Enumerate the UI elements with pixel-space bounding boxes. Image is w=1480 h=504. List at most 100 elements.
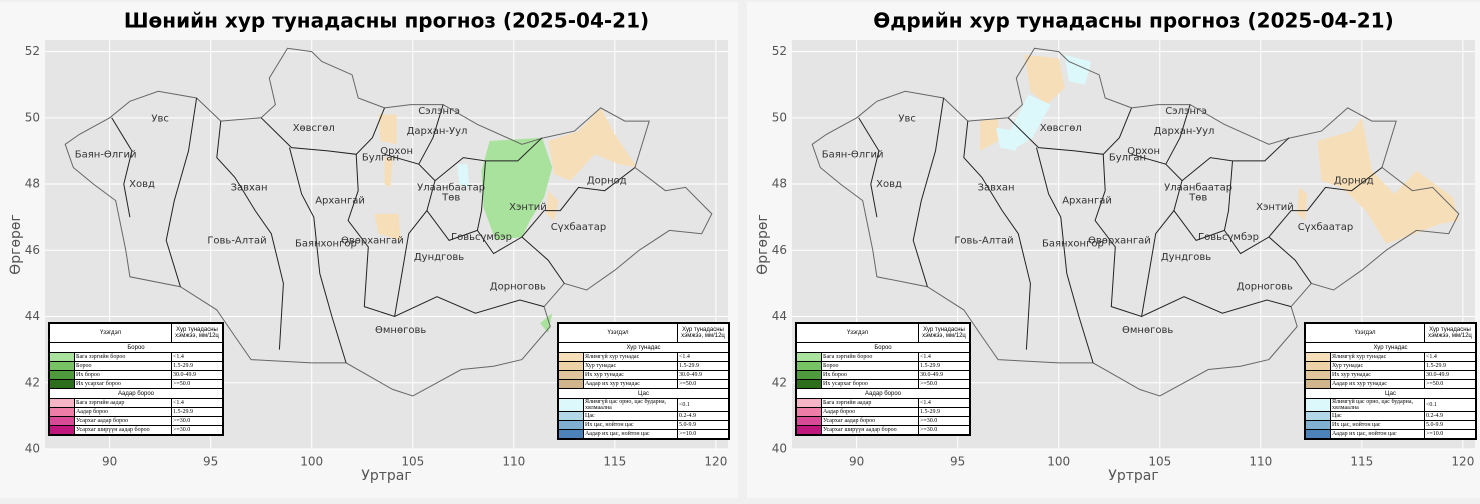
legend-cell: Бороо — [74, 361, 172, 371]
map-title: Өдрийн хур тунадасны прогноз (2025-04-21… — [873, 9, 1394, 33]
legend-swatch — [1305, 420, 1331, 430]
x-tick-label: 110 — [502, 455, 525, 469]
legend-swatch — [1305, 429, 1331, 439]
province-label: Орхон — [1127, 146, 1160, 157]
legend-cell: <1.4 — [171, 398, 223, 408]
precip-area — [996, 127, 1017, 151]
province-label: Төв — [441, 192, 460, 203]
legend-swatch — [796, 407, 822, 417]
legend-cell: Усархаг ширүүн аадар бороо — [74, 425, 172, 435]
legend-cell: Цас — [1330, 411, 1425, 421]
legend-cell: >=30.0 — [171, 425, 223, 435]
province-label: Улаанбаатар — [1164, 182, 1232, 193]
province-label: Баян-Өлгий — [75, 149, 137, 160]
province-label: Булган — [362, 153, 399, 164]
legend-swatch — [796, 425, 822, 435]
legend: Үзэгдэл Хур тунадасны хэмжээ, мм/12ц Бороо… — [48, 322, 224, 436]
x-axis-label: Уртраг — [361, 468, 411, 484]
province-border — [426, 157, 487, 241]
legend-cell: 5.0-9.9 — [1424, 420, 1476, 430]
province-label: Өвөрхангай — [1088, 235, 1151, 246]
province-border — [858, 117, 880, 218]
legend-cell: Хур тунадас — [558, 342, 729, 353]
province-label: Хөвсгөл — [293, 123, 335, 134]
legend-swatch — [49, 407, 75, 417]
legend-swatch — [49, 379, 75, 389]
province-border — [289, 147, 347, 364]
legend-cell: Цас — [1305, 388, 1476, 399]
legend-cell: 30.0-49.9 — [677, 370, 729, 380]
legend-cell: Бага зэргийн бороо — [74, 352, 172, 362]
legend-swatch — [1305, 411, 1331, 421]
precip-area — [979, 117, 999, 151]
province-label: Хөвсгөл — [1040, 123, 1082, 134]
province-border — [260, 107, 385, 155]
legend-cell: Усархаг аадар бороо — [821, 416, 919, 426]
legend-cell: Бороо — [796, 342, 970, 353]
province-label: Булган — [1109, 153, 1146, 164]
legend-swatch — [796, 416, 822, 426]
legend-cell: Бага зэргийн бороо — [821, 352, 919, 362]
legend: Үзэгдэл Хур тунадасны хэмжээ, мм/12ц Бороо… — [795, 322, 971, 436]
legend-cell: Их усархаг бороо — [74, 379, 172, 389]
legend-cell: <0.1 — [1424, 398, 1476, 412]
y-tick-label: 46 — [772, 243, 787, 257]
legend-cell: 30.0-49.9 — [918, 370, 970, 380]
map: 90 95 100 105 110 115 120 40 42 44 46 48 50 52 Увс Баян… — [755, 9, 1475, 484]
province-label: Улаанбаатар — [417, 182, 485, 193]
legend-cell: 1.5-29.9 — [1424, 361, 1476, 371]
legend-cell: <1.4 — [918, 398, 970, 408]
legend-cell: Үзэгдэл — [796, 323, 919, 343]
legend-swatch — [558, 429, 584, 439]
legend-swatch — [49, 425, 75, 435]
legend-swatch — [49, 370, 75, 380]
province-label: Өвөрхангай — [341, 235, 404, 246]
province-border — [384, 153, 436, 317]
legend-cell: >=50.0 — [677, 379, 729, 389]
precip-area — [378, 114, 397, 145]
province-border — [963, 121, 1031, 350]
province-label: Сэлэнгэ — [418, 106, 460, 117]
legend-cell: >=50.0 — [1424, 379, 1476, 389]
legend-cell: Усархаг аадар бороо — [74, 416, 172, 426]
legend-cell: Ялимгүй хур тунадас — [1330, 352, 1425, 362]
x-tick-label: 90 — [102, 455, 117, 469]
legend-cell: Ялимгүй хур тунадас — [583, 352, 678, 362]
province-border — [1094, 154, 1292, 318]
legend-swatch — [796, 352, 822, 362]
legend-cell: Аадар бороо — [796, 388, 970, 399]
legend-swatch — [1305, 352, 1331, 362]
legend-cell: <0.1 — [677, 398, 729, 412]
legend-cell: Их усархаг бороо — [821, 379, 919, 389]
legend-cell: Аадар бороо — [821, 407, 919, 417]
province-label: Говь-Алтай — [954, 235, 1013, 246]
legend-cell: <1.4 — [1424, 352, 1476, 362]
legend-cell: Аадар их цас, нойтон цас — [1330, 429, 1425, 439]
province-label: Дундговь — [1161, 252, 1211, 263]
legend-swatch — [49, 361, 75, 371]
map-panel: 90 95 100 105 110 115 120 40 42 44 46 48 50 52 Увс Баян… — [0, 2, 738, 498]
legend-cell: Их бороо — [74, 370, 172, 380]
legend-cell: Бороо — [49, 342, 223, 353]
x-tick-label: 105 — [1148, 455, 1171, 469]
precip-area — [1010, 94, 1051, 148]
legend-swatch — [558, 352, 584, 362]
province-border — [418, 104, 444, 165]
province-label: Говьсүмбэр — [1198, 232, 1259, 243]
legend-cell: Аадар бороо — [74, 407, 172, 417]
legend-cell: 1.5-29.9 — [918, 407, 970, 417]
legend-cell: 1.5-29.9 — [171, 361, 223, 371]
map-title: Шөнийн хур тунадасны прогноз (2025-04-21… — [124, 9, 649, 33]
province-border — [485, 137, 543, 162]
x-tick-label: 100 — [1047, 455, 1070, 469]
y-tick-label: 46 — [25, 243, 40, 257]
province-label: Баян-Өлгий — [822, 149, 884, 160]
province-label: Архангай — [1062, 196, 1112, 207]
legend-cell: 1.5-29.9 — [677, 361, 729, 371]
province-label: Сүхбаатар — [1298, 222, 1354, 233]
legend-cell: Бага зэргийн аадар — [821, 398, 919, 408]
precip-area — [374, 213, 401, 241]
y-tick-label: 44 — [25, 309, 40, 323]
legend-cell: Их цас, нойтон цас — [1330, 420, 1425, 430]
province-border — [521, 236, 565, 284]
